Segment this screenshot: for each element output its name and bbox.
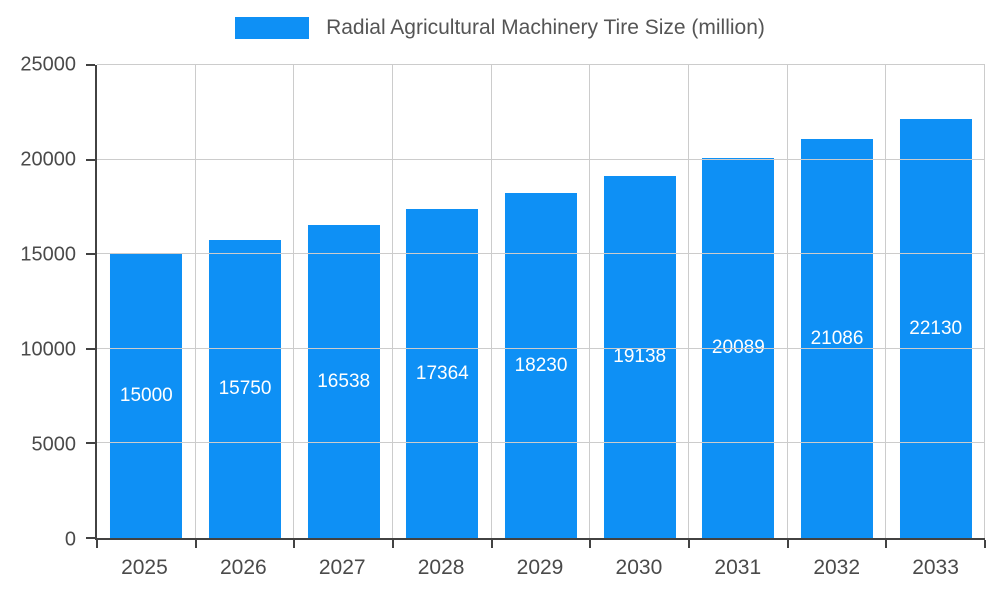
x-tick-mark (589, 540, 592, 548)
bar-slot: 19138 (590, 65, 689, 538)
y-tick-label: 10000 (20, 338, 76, 361)
legend-label: Radial Agricultural Machinery Tire Size … (326, 16, 765, 39)
bar-value-label: 18230 (514, 354, 568, 376)
v-gridline (589, 65, 591, 538)
y-tick-label: 25000 (20, 53, 76, 76)
bar-slot: 15000 (97, 65, 196, 538)
y-axis-labels: 0 5000 10000 15000 20000 25000 (0, 54, 84, 551)
bar-slot: 22130 (886, 65, 985, 538)
bar: 18230 (505, 193, 578, 538)
x-tick-label: 2030 (615, 556, 663, 579)
x-tick-label: 2029 (516, 556, 564, 579)
x-tick-label: 2028 (417, 556, 465, 579)
x-tick-mark (786, 540, 789, 548)
v-gridline (194, 65, 196, 538)
y-tick-mark (86, 537, 95, 539)
bar-slot: 17364 (393, 65, 492, 538)
y-tick-label: 15000 (20, 243, 76, 266)
y-tick-mark (86, 442, 95, 445)
v-gridline (490, 65, 492, 538)
y-tick-mark (86, 347, 95, 350)
x-tick-label: 2033 (912, 556, 959, 579)
x-tick-mark (293, 540, 296, 548)
bar: 15000 (110, 254, 183, 538)
bar-slot: 16538 (294, 65, 393, 538)
bar-slot: 15750 (196, 65, 295, 538)
v-gridline (293, 65, 295, 538)
x-tick-mark (96, 540, 98, 548)
x-tick-label: 2031 (714, 556, 762, 579)
bar: 17364 (406, 209, 479, 538)
legend: Radial Agricultural Machinery Tire Size … (0, 16, 1000, 40)
y-tick-mark (86, 64, 95, 66)
y-tick-label: 5000 (31, 433, 77, 456)
h-gridline (97, 253, 985, 255)
y-tick-mark (86, 158, 95, 161)
v-gridline (391, 65, 393, 538)
bar-value-label: 15000 (119, 385, 173, 407)
v-gridline (885, 65, 887, 538)
h-gridline (97, 64, 985, 65)
x-tick-label: 2027 (318, 556, 366, 579)
x-tick-mark (391, 540, 394, 548)
v-gridline (786, 65, 788, 538)
h-gridline (97, 442, 985, 444)
bar-slot: 21086 (788, 65, 887, 538)
x-tick-mark (885, 540, 888, 548)
h-gridline (97, 347, 985, 349)
y-tick-label: 20000 (20, 148, 76, 171)
x-tick-mark (687, 540, 690, 548)
bar-value-label: 17364 (415, 362, 469, 384)
bar-slot: 20089 (689, 65, 788, 538)
bars-container: 15000 15750 16538 17364 18230 19138 20089 21086… (97, 65, 985, 538)
bar: 16538 (307, 225, 380, 538)
bar: 21086 (801, 139, 874, 538)
x-tick-label: 2025 (121, 556, 168, 579)
x-tick-mark (194, 540, 197, 548)
v-gridline (687, 65, 689, 538)
y-tick-mark (86, 253, 95, 256)
bar: 22130 (899, 119, 972, 538)
bar-value-label: 21086 (810, 327, 864, 349)
bar-value-label: 22130 (909, 317, 963, 339)
x-tick-mark (984, 540, 986, 548)
h-gridline (97, 158, 985, 160)
legend-swatch (235, 17, 310, 39)
bar-slot: 18230 (492, 65, 591, 538)
plot-area: 15000 15750 16538 17364 18230 19138 20089 21086… (86, 64, 986, 548)
bar: 19138 (603, 175, 676, 538)
x-tick-label: 2032 (813, 556, 861, 579)
y-tick-label: 0 (64, 528, 76, 551)
x-tick-label: 2026 (219, 556, 267, 579)
x-axis-labels: 2025 2026 2027 2028 2029 2030 2031 2032 2033 (95, 556, 985, 580)
bar-value-label: 20089 (711, 336, 765, 358)
v-gridline (984, 65, 985, 538)
bar: 15750 (208, 240, 282, 538)
x-tick-mark (490, 540, 493, 548)
bar-value-label: 16538 (317, 370, 371, 392)
bar-value-label: 15750 (218, 378, 272, 399)
bar-value-label: 19138 (613, 345, 667, 367)
